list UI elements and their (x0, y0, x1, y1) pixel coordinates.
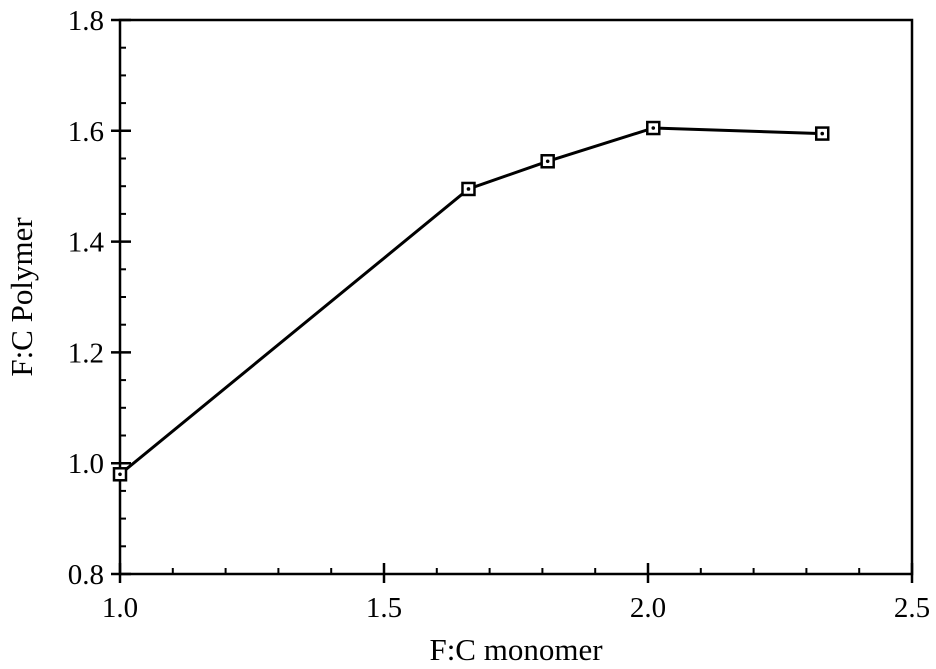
y-axis: 0.8 1.0 1.2 1.4 1.6 1.8 (68, 5, 131, 591)
data-point-dot (118, 472, 122, 477)
y-tick-label: 1.6 (68, 116, 104, 148)
y-tick-label: 1.4 (68, 227, 105, 259)
series-line (119, 126, 823, 476)
x-axis-title: F:C monomer (429, 632, 603, 667)
y-tick-label: 1.8 (68, 5, 104, 37)
y-axis-title: F:C Polymer (4, 217, 39, 377)
data-point-dot (651, 126, 656, 130)
series-group (112, 120, 830, 482)
minor-ticks (120, 46, 861, 574)
x-tick-label: 2.5 (894, 592, 930, 624)
x-tick-label: 1.5 (366, 592, 402, 624)
data-point-dot (466, 187, 471, 191)
y-tick-label: 0.8 (68, 559, 104, 591)
y-tick-label: 1.0 (68, 448, 104, 480)
x-tick-label: 1.0 (102, 592, 138, 624)
y-tick-label: 1.2 (68, 337, 104, 369)
x-axis: 1.0 1.5 2.0 2.5 (102, 563, 930, 624)
data-point-dot (820, 131, 825, 136)
data-point-dot (545, 159, 550, 164)
x-tick-label: 2.0 (630, 592, 666, 624)
plot-area-frame (118, 18, 914, 576)
